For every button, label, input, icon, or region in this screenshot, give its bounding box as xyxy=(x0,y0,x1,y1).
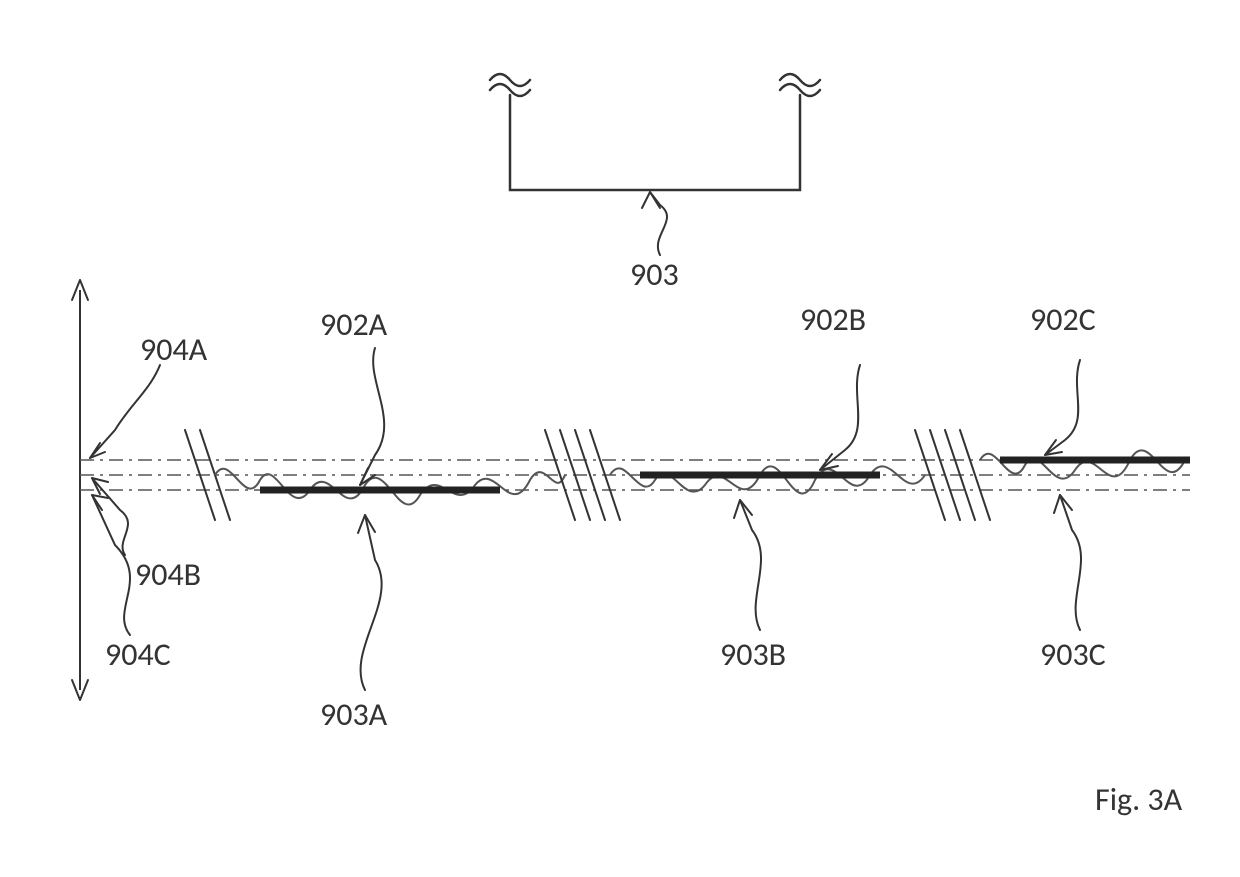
label-903A: 903A xyxy=(320,695,387,734)
label-902A: 902A xyxy=(320,305,387,344)
leaders xyxy=(90,192,1081,690)
label-904A: 904A xyxy=(140,330,207,369)
label-903: 903 xyxy=(630,255,679,294)
label-903C: 903C xyxy=(1040,635,1106,674)
container-903 xyxy=(490,74,820,190)
figure-caption: Fig. 3A xyxy=(1095,780,1182,819)
diagram-svg xyxy=(0,0,1240,877)
label-902B: 902B xyxy=(800,300,866,339)
reference-lines xyxy=(80,460,1190,490)
label-903B: 903B xyxy=(720,635,786,674)
label-904B: 904B xyxy=(135,555,201,594)
label-902C: 902C xyxy=(1030,300,1096,339)
label-904C: 904C xyxy=(105,635,171,674)
